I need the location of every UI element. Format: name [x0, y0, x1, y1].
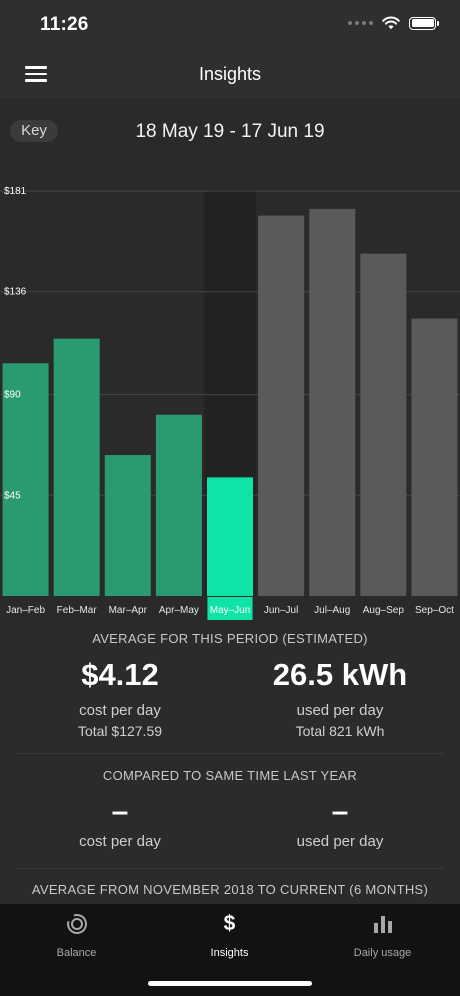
y-axis-tick-label: $181	[4, 186, 27, 197]
x-axis-tick-label[interactable]: Feb–Mar	[57, 605, 98, 616]
average-usage-total: Total 821 kWh	[295, 723, 385, 739]
chart-bar[interactable]	[155, 414, 202, 596]
average-cost: $4.12 cost per day Total $127.59	[10, 657, 230, 739]
compare-usage: – used per day	[230, 795, 450, 851]
compare-usage-value: –	[331, 795, 349, 828]
tab-balance-label: Balance	[56, 947, 97, 959]
tab-insights-label: Insights	[210, 947, 249, 959]
chart-bar-current-spent[interactable]	[207, 477, 253, 596]
battery-icon	[409, 16, 439, 30]
x-axis-tick-label[interactable]: Sep–Oct	[415, 605, 454, 616]
chart-canvas: $45 $90 $136 $181 Jan–Feb Feb–Mar Mar–Apr Apr–M…	[0, 168, 460, 628]
bar-chart-icon	[373, 916, 392, 933]
chart-bar[interactable]	[2, 363, 49, 596]
average-usage-value: 26.5 kWh	[272, 657, 408, 692]
status-time: 11:26	[40, 14, 89, 35]
chart-bar[interactable]	[104, 455, 151, 596]
status-icons	[348, 16, 439, 30]
divider	[16, 868, 444, 869]
x-axis-tick-label[interactable]: Aug–Sep	[363, 605, 405, 616]
long-average-section-title: AVERAGE FROM NOVEMBER 2018 TO CURRENT (6…	[31, 882, 429, 897]
home-indicator	[148, 981, 312, 986]
y-axis-tick-label: $90	[4, 390, 21, 401]
chart-bar[interactable]	[411, 318, 458, 596]
compare-section-title: COMPARED TO SAME TIME LAST YEAR	[102, 768, 358, 783]
chart-bar[interactable]	[360, 253, 407, 597]
page-title: Insights	[198, 64, 262, 84]
dollar-icon: $	[223, 912, 236, 935]
key-button[interactable]: Key	[10, 120, 58, 142]
hamburger-menu-icon[interactable]	[25, 66, 47, 82]
compare-cost: – cost per day	[10, 795, 230, 851]
chart-bar[interactable]	[258, 215, 305, 596]
tab-balance[interactable]: Balance	[0, 912, 153, 959]
average-cost-label: cost per day	[79, 702, 161, 719]
cellular-signal-icon	[348, 21, 373, 25]
navigation-bar: Insights	[0, 50, 460, 98]
compare-cost-value: –	[111, 795, 129, 828]
balance-ring-icon	[66, 914, 87, 934]
y-axis-tick-label: $136	[4, 287, 27, 298]
tab-bar: Balance $ Insights Daily usage	[0, 904, 460, 996]
chart-bar[interactable]	[53, 338, 100, 596]
x-axis-tick-label[interactable]: Apr–May	[159, 605, 199, 616]
x-axis-selected-label-bg	[207, 597, 253, 620]
x-axis-tick-label[interactable]: May–Jun	[210, 605, 251, 616]
x-axis-tick-label[interactable]: Mar–Apr	[109, 605, 148, 616]
divider	[16, 753, 444, 754]
status-bar: 11:26	[0, 0, 460, 50]
average-cost-value: $4.12	[81, 657, 159, 692]
average-cost-total: Total $127.59	[77, 723, 163, 739]
period-selector: Key 18 May 19 - 17 Jun 19	[0, 98, 460, 168]
tab-daily-usage[interactable]: Daily usage	[306, 912, 459, 959]
tab-daily-usage-label: Daily usage	[353, 947, 412, 959]
wifi-icon	[382, 16, 400, 30]
tab-insights[interactable]: $ Insights	[153, 912, 306, 959]
x-axis-tick-label[interactable]: Jan–Feb	[6, 605, 45, 616]
date-range: 18 May 19 - 17 Jun 19	[135, 121, 325, 142]
usage-bar-chart[interactable]: $45 $90 $136 $181 Jan–Feb Feb–Mar Mar–Apr Apr–M…	[0, 168, 460, 628]
average-usage: 26.5 kWh used per day Total 821 kWh	[230, 657, 450, 739]
y-axis-tick-label: $45	[4, 490, 21, 501]
chart-bar[interactable]	[309, 208, 356, 596]
compare-cost-label: cost per day	[79, 833, 161, 850]
average-section-title: AVERAGE FOR THIS PERIOD (ESTIMATED)	[92, 631, 368, 646]
x-axis-tick-label[interactable]: Jul–Aug	[314, 605, 350, 616]
average-usage-label: used per day	[296, 702, 384, 719]
compare-usage-label: used per day	[296, 833, 384, 850]
x-axis-tick-label[interactable]: Jun–Jul	[264, 605, 298, 616]
